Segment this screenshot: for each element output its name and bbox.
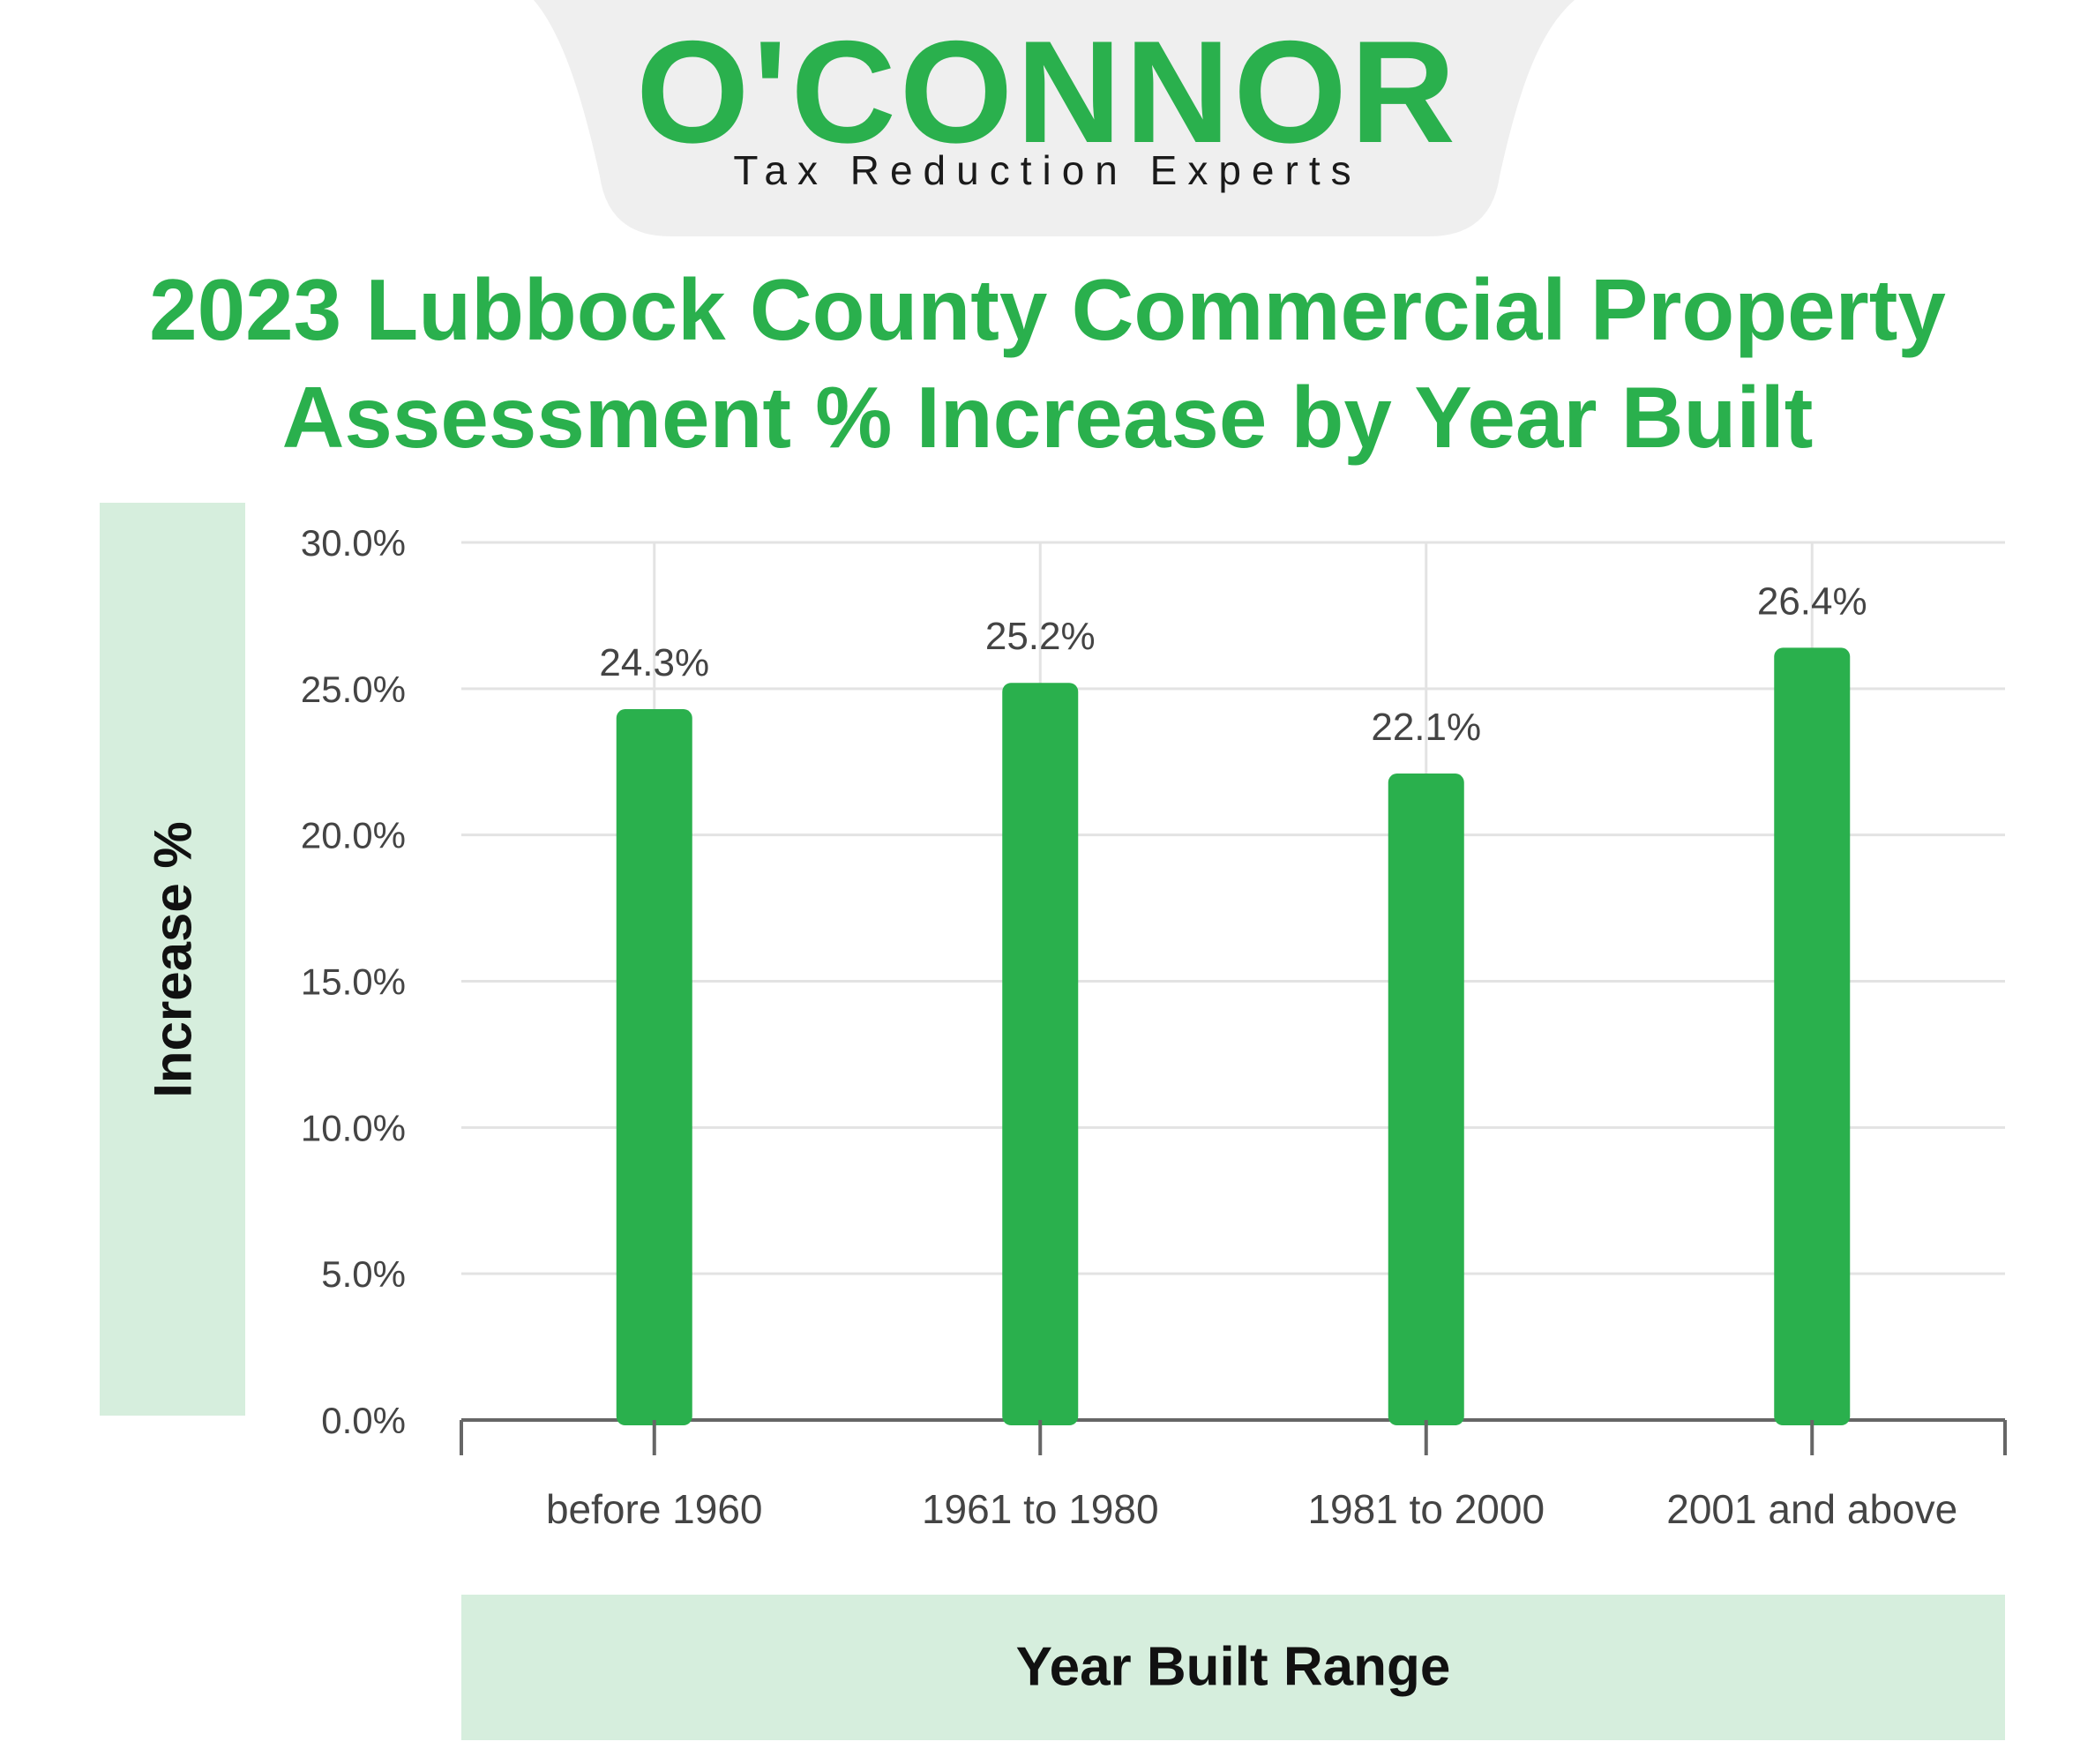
- y-tick-label: 15.0%: [301, 961, 406, 1003]
- data-label: 24.3%: [599, 641, 709, 684]
- data-label: 26.4%: [1757, 579, 1867, 623]
- x-tick-label: 1981 to 2000: [1307, 1486, 1545, 1532]
- y-tick-label: 0.0%: [321, 1400, 406, 1441]
- chart-title: 2023 Lubbock County Commercial Property …: [88, 256, 2007, 471]
- x-tick-label: 2001 and above: [1666, 1486, 1957, 1532]
- x-axis-label-box: [461, 1595, 2005, 1740]
- bar: [1774, 647, 1851, 1425]
- y-tick-label: 25.0%: [301, 669, 406, 710]
- bar: [616, 709, 692, 1425]
- y-axis-label-box: [100, 503, 245, 1416]
- y-tick-label: 10.0%: [301, 1107, 406, 1148]
- data-label: 25.2%: [985, 615, 1096, 658]
- chart-title-line-2: Assessment % Increase by Year Built: [281, 369, 1814, 466]
- data-label: 22.1%: [1371, 706, 1481, 749]
- y-tick-label: 5.0%: [321, 1253, 406, 1295]
- x-tick-label: before 1960: [546, 1486, 763, 1532]
- x-axis-label: Year Built Range: [1015, 1636, 1451, 1698]
- brand-tagline: Tax Reduction Experts: [733, 147, 1362, 193]
- bar: [1388, 774, 1464, 1425]
- y-tick-label: 20.0%: [301, 815, 406, 856]
- y-tick-label: 30.0%: [301, 522, 406, 564]
- x-tick-label: 1961 to 1980: [922, 1486, 1159, 1532]
- brand-logo: O'CONNOR: [636, 11, 1459, 173]
- chart-title-line-1: 2023 Lubbock County Commercial Property: [149, 261, 1946, 358]
- logo-background-tab: [534, 0, 1575, 236]
- bar: [1002, 683, 1079, 1425]
